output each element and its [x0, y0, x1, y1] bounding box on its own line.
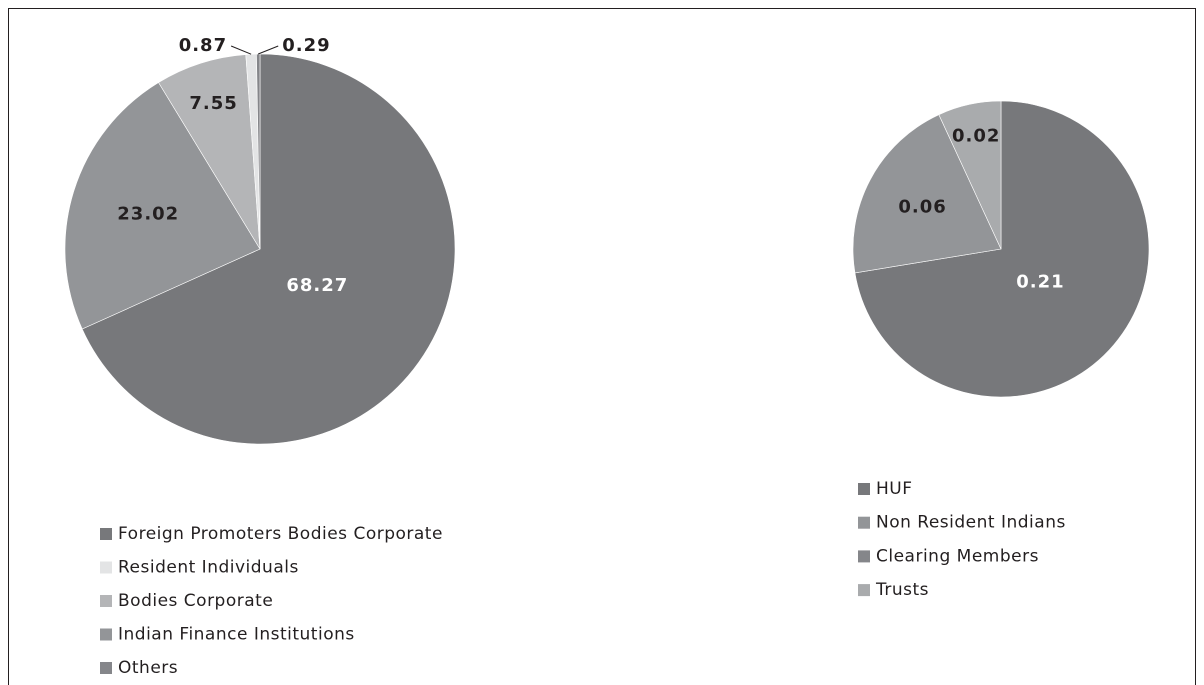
- pie-slice: [256, 53, 261, 250]
- legend-swatch: [858, 584, 870, 597]
- pie-slice: [64, 82, 261, 330]
- legend-label: Trusts: [875, 580, 929, 600]
- legend-swatch: [100, 628, 112, 641]
- data-label: 0.87: [179, 35, 227, 56]
- leader-line: [258, 45, 279, 55]
- leader-line: [230, 45, 252, 55]
- frame: [8, 8, 1196, 685]
- legend-label: Others: [118, 658, 178, 678]
- data-label: 23.02: [117, 203, 179, 224]
- data-label: 68.27: [286, 275, 348, 296]
- legend-swatch: [858, 516, 870, 529]
- legend-label: Resident Individuals: [118, 558, 299, 578]
- pie-slice: [852, 114, 1002, 274]
- legend-label: Non Resident Indians: [876, 513, 1066, 533]
- pie-slice: [938, 100, 1002, 250]
- legend-swatch: [858, 483, 870, 495]
- pie-slice: [81, 53, 456, 445]
- legend-swatch: [100, 662, 112, 674]
- legend-label: Foreign Promoters Bodies Corporate: [118, 524, 443, 544]
- pie-slice: [854, 100, 1150, 398]
- legend-swatch: [858, 550, 870, 563]
- legend-label: Clearing Members: [876, 546, 1039, 566]
- legend-label: Bodies Corporate: [118, 591, 273, 611]
- legend-label: Indian Finance Institutions: [118, 625, 355, 645]
- data-label: 7.55: [189, 93, 237, 114]
- legend-label: HUF: [876, 479, 913, 499]
- data-label: 0.29: [282, 35, 330, 56]
- data-label: 0.06: [898, 196, 946, 217]
- data-label: 0.02: [952, 125, 1000, 146]
- data-label: 0.21: [1016, 272, 1064, 293]
- legend-swatch: [100, 528, 112, 540]
- legend-swatch: [100, 561, 112, 574]
- legend-swatch: [100, 595, 112, 607]
